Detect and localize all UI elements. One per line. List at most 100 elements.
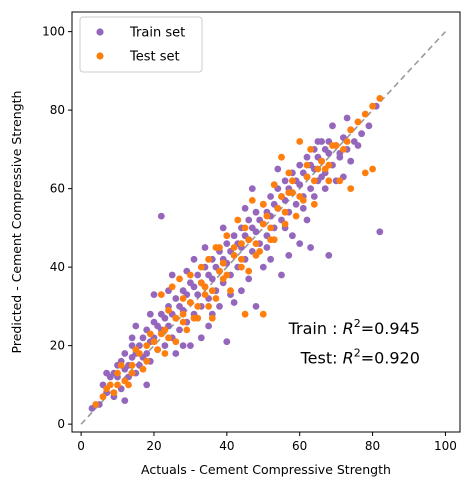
train-point — [230, 232, 238, 240]
r2-annotation-train: Train : R2=0.945 — [288, 317, 420, 338]
train-point — [208, 275, 216, 283]
test-point — [347, 185, 355, 193]
test-point — [128, 369, 136, 377]
train-point — [296, 181, 304, 189]
test-point — [154, 346, 162, 353]
test-point — [245, 267, 253, 275]
test-point — [230, 244, 238, 251]
train-point — [219, 224, 227, 232]
train-point — [365, 122, 373, 130]
test-point — [238, 263, 245, 271]
train-point — [248, 185, 256, 193]
train-point — [347, 157, 355, 165]
train-point — [252, 228, 260, 236]
test-point — [146, 330, 154, 338]
r2-test-value: =0.920 — [361, 348, 420, 367]
test-point — [234, 216, 242, 224]
train-point — [146, 310, 154, 318]
x-tick-label: 40 — [219, 439, 234, 453]
test-point — [139, 365, 147, 373]
train-point — [292, 200, 300, 208]
r2-exponent: 2 — [354, 346, 361, 359]
test-point — [310, 200, 318, 208]
test-point — [321, 165, 329, 173]
test-point — [245, 236, 253, 244]
train-point — [161, 342, 169, 349]
test-point — [165, 334, 172, 342]
test-point — [179, 318, 187, 326]
train-point — [150, 291, 158, 298]
test-point — [285, 169, 293, 177]
y-tick-label: 40 — [50, 260, 65, 274]
train-point — [172, 350, 180, 357]
test-point — [318, 157, 325, 165]
test-point — [285, 189, 293, 197]
train-point — [179, 342, 187, 349]
train-point — [238, 287, 245, 295]
x-axis-label: Actuals - Cement Compressive Strength — [141, 462, 391, 477]
r2-symbol: R — [343, 348, 354, 367]
train-point — [121, 350, 129, 357]
test-point — [340, 146, 347, 153]
test-point — [310, 177, 318, 185]
test-point — [216, 244, 223, 251]
test-point — [205, 303, 213, 310]
test-point — [369, 165, 376, 173]
train-point — [245, 275, 253, 283]
train-point — [230, 299, 238, 306]
test-point — [292, 212, 300, 220]
train-point — [310, 193, 318, 200]
train-point — [161, 314, 169, 322]
test-point — [114, 369, 121, 377]
test-point — [299, 197, 307, 204]
y-tick-label: 100 — [42, 25, 65, 39]
train-point — [190, 255, 198, 263]
test-point — [267, 224, 274, 232]
legend-box — [79, 16, 203, 73]
train-point — [143, 350, 151, 357]
test-point — [289, 177, 296, 185]
test-point — [241, 224, 249, 232]
test-point — [278, 153, 285, 161]
train-point — [289, 232, 296, 240]
test-point — [197, 279, 205, 287]
train-point — [274, 165, 282, 173]
legend-marker-test — [96, 52, 104, 60]
test-point — [172, 314, 180, 322]
test-point — [219, 275, 227, 283]
test-point — [161, 326, 169, 334]
train-point — [329, 122, 336, 130]
r2-train-prefix: Train : — [288, 319, 343, 338]
train-point — [187, 342, 194, 349]
test-point — [183, 326, 191, 334]
test-point — [150, 338, 158, 346]
test-point — [114, 381, 121, 389]
test-point — [281, 208, 289, 216]
train-point — [285, 252, 293, 259]
legend-label-test: Test set — [129, 50, 180, 65]
train-point — [358, 130, 365, 138]
train-point — [259, 263, 267, 271]
train-point — [241, 204, 249, 212]
test-point — [132, 346, 140, 353]
train-point — [194, 291, 202, 298]
test-point — [361, 169, 369, 177]
test-point — [267, 236, 274, 244]
x-tick-label: 80 — [365, 439, 380, 453]
y-tick-label: 0 — [57, 417, 65, 431]
train-point — [267, 255, 274, 263]
test-point — [354, 118, 362, 126]
train-point — [223, 338, 231, 346]
x-axis-ticks: 0 20 40 60 80 100 — [77, 432, 457, 453]
test-point — [143, 342, 151, 349]
train-point — [139, 334, 147, 342]
test-point — [208, 314, 216, 322]
train-point — [299, 204, 307, 212]
train-point — [263, 244, 271, 251]
y-axis-label: Predicted - Cement Compressive Strength — [9, 91, 24, 354]
train-point — [314, 138, 322, 145]
y-axis-ticks: 0 20 40 60 80 100 — [42, 25, 72, 431]
test-point — [165, 306, 172, 314]
r2-exponent: 2 — [354, 317, 361, 330]
r2-test-prefix: Test: — [300, 348, 343, 367]
